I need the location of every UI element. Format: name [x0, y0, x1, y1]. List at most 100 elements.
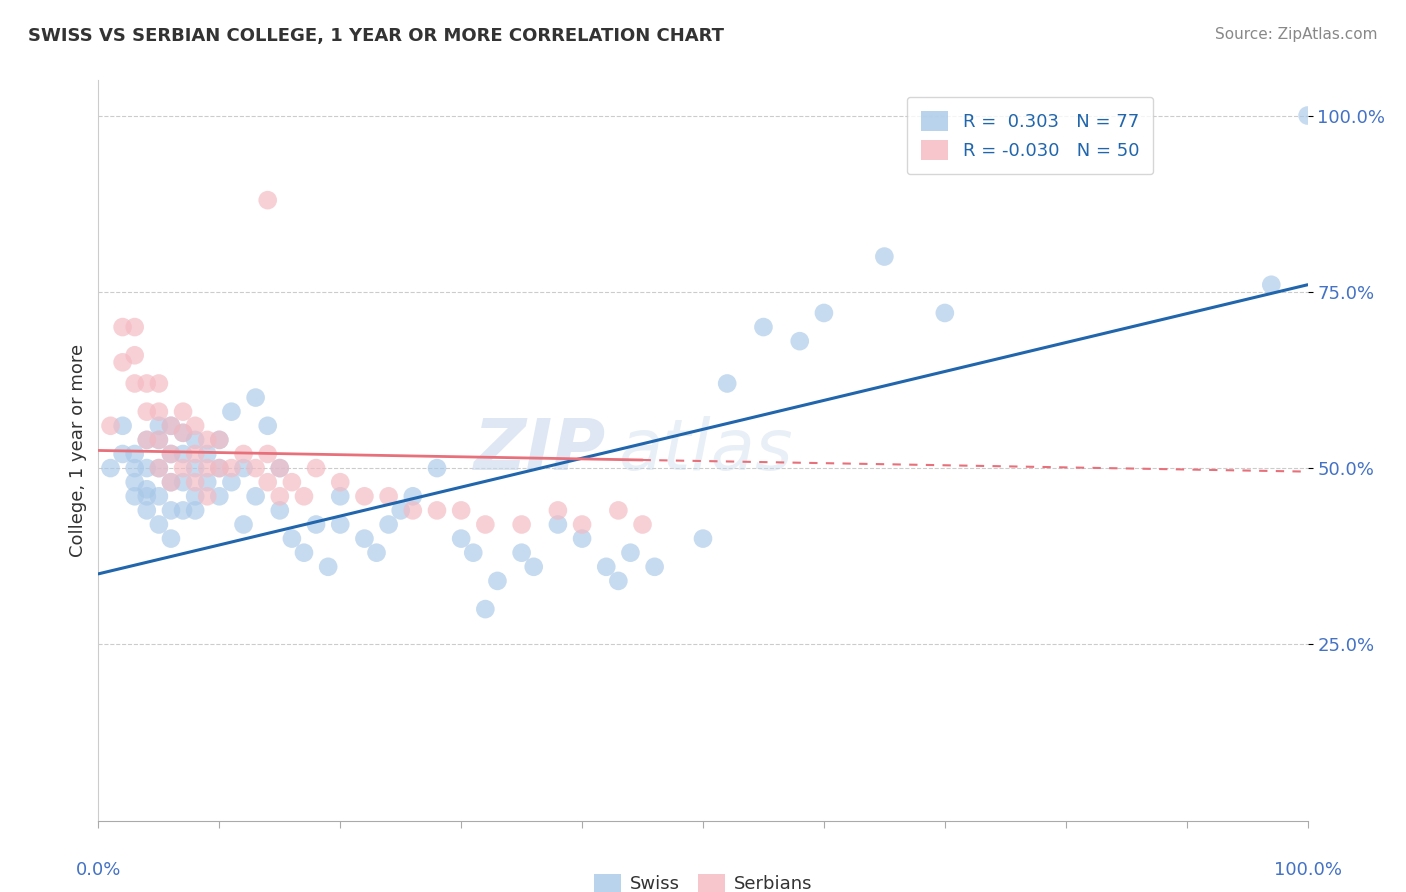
- Point: [172, 461, 194, 475]
- Point: [135, 376, 157, 391]
- Point: [111, 447, 134, 461]
- Point: [135, 482, 157, 496]
- Point: [269, 503, 291, 517]
- Text: atlas: atlas: [619, 416, 793, 485]
- Point: [172, 405, 194, 419]
- Point: [426, 503, 449, 517]
- Point: [789, 334, 811, 348]
- Point: [221, 405, 243, 419]
- Point: [208, 433, 231, 447]
- Point: [111, 320, 134, 334]
- Point: [135, 433, 157, 447]
- Point: [305, 517, 328, 532]
- Point: [124, 320, 146, 334]
- Point: [292, 489, 315, 503]
- Point: [208, 433, 231, 447]
- Point: [184, 447, 207, 461]
- Point: [316, 559, 339, 574]
- Text: 100.0%: 100.0%: [1274, 861, 1341, 879]
- Point: [184, 475, 207, 490]
- Point: [208, 489, 231, 503]
- Point: [607, 574, 630, 588]
- Point: [195, 475, 218, 490]
- Point: [329, 489, 352, 503]
- Point: [111, 418, 134, 433]
- Point: [184, 418, 207, 433]
- Point: [148, 433, 170, 447]
- Point: [124, 475, 146, 490]
- Point: [281, 532, 304, 546]
- Point: [124, 447, 146, 461]
- Point: [148, 517, 170, 532]
- Point: [160, 418, 183, 433]
- Point: [813, 306, 835, 320]
- Point: [245, 391, 267, 405]
- Point: [184, 489, 207, 503]
- Point: [148, 418, 170, 433]
- Point: [353, 532, 375, 546]
- Point: [245, 461, 267, 475]
- Point: [450, 503, 472, 517]
- Point: [607, 503, 630, 517]
- Point: [269, 461, 291, 475]
- Point: [160, 447, 183, 461]
- Point: [232, 517, 254, 532]
- Point: [148, 489, 170, 503]
- Point: [195, 461, 218, 475]
- Point: [474, 517, 496, 532]
- Point: [160, 475, 183, 490]
- Point: [523, 559, 546, 574]
- Point: [184, 433, 207, 447]
- Point: [1296, 109, 1319, 123]
- Point: [353, 489, 375, 503]
- Point: [256, 447, 278, 461]
- Point: [135, 489, 157, 503]
- Point: [402, 489, 425, 503]
- Point: [510, 546, 533, 560]
- Point: [377, 517, 399, 532]
- Text: ZIP: ZIP: [474, 416, 606, 485]
- Point: [208, 461, 231, 475]
- Point: [292, 546, 315, 560]
- Point: [595, 559, 617, 574]
- Point: [510, 517, 533, 532]
- Point: [148, 461, 170, 475]
- Point: [1260, 277, 1282, 292]
- Point: [366, 546, 388, 560]
- Point: [160, 418, 183, 433]
- Text: 0.0%: 0.0%: [76, 861, 121, 879]
- Point: [148, 433, 170, 447]
- Point: [619, 546, 641, 560]
- Point: [172, 447, 194, 461]
- Point: [172, 425, 194, 440]
- Text: SWISS VS SERBIAN COLLEGE, 1 YEAR OR MORE CORRELATION CHART: SWISS VS SERBIAN COLLEGE, 1 YEAR OR MORE…: [28, 27, 724, 45]
- Point: [256, 418, 278, 433]
- Point: [124, 376, 146, 391]
- Point: [172, 425, 194, 440]
- Point: [135, 405, 157, 419]
- Point: [752, 320, 775, 334]
- Point: [463, 546, 485, 560]
- Point: [195, 433, 218, 447]
- Point: [195, 447, 218, 461]
- Point: [547, 517, 569, 532]
- Point: [160, 447, 183, 461]
- Point: [256, 193, 278, 207]
- Point: [329, 475, 352, 490]
- Point: [184, 503, 207, 517]
- Point: [269, 489, 291, 503]
- Point: [148, 376, 170, 391]
- Point: [160, 503, 183, 517]
- Point: [208, 461, 231, 475]
- Point: [474, 602, 496, 616]
- Point: [402, 503, 425, 517]
- Point: [571, 532, 593, 546]
- Point: [256, 475, 278, 490]
- Point: [644, 559, 666, 574]
- Point: [135, 503, 157, 517]
- Point: [873, 250, 896, 264]
- Point: [172, 503, 194, 517]
- Point: [135, 461, 157, 475]
- Point: [148, 461, 170, 475]
- Legend: R =  0.303   N = 77, R = -0.030   N = 50: R = 0.303 N = 77, R = -0.030 N = 50: [907, 96, 1153, 175]
